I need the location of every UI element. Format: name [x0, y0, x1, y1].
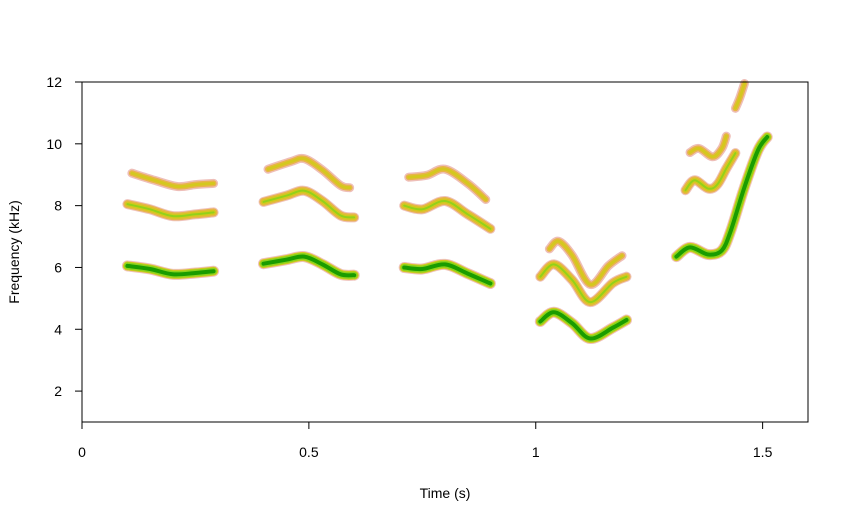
trace-stroke — [130, 171, 216, 189]
harmonic-trace-strong — [534, 306, 632, 344]
trace-stroke — [688, 134, 728, 159]
y-tick-label: 12 — [46, 74, 62, 90]
trace-stroke — [403, 199, 492, 230]
harmonic-traces — [121, 79, 773, 344]
trace-stroke — [684, 152, 737, 192]
x-tick-label: 1 — [532, 444, 540, 460]
trace-stroke — [547, 239, 624, 287]
harmonic-trace-weak — [544, 236, 627, 290]
y-tick-label: 10 — [46, 136, 62, 152]
harmonic-trace-medium — [258, 185, 360, 223]
harmonic-trace-strong — [398, 258, 496, 289]
y-axis: 2 4 6 8 10 12 — [46, 74, 83, 399]
trace-stroke — [126, 203, 215, 218]
y-tick-label: 6 — [54, 259, 62, 275]
harmonic-trace-weak — [730, 79, 749, 113]
trace-stroke — [538, 310, 629, 341]
harmonic-trace-weak — [685, 131, 731, 162]
trace-stroke — [266, 156, 352, 190]
harmonic-trace-strong — [258, 250, 360, 281]
x-tick-label: 1.5 — [753, 444, 773, 460]
y-axis-title: Frequency (kHz) — [6, 200, 22, 303]
y-tick-label: 2 — [54, 383, 62, 399]
trace-stroke — [733, 82, 746, 110]
harmonic-trace-medium — [680, 148, 741, 196]
trace-stroke — [262, 189, 356, 219]
x-tick-label: 0 — [78, 444, 86, 460]
x-tick-label: 0.5 — [299, 444, 319, 460]
trace-stroke — [674, 135, 770, 259]
harmonic-trace-medium — [399, 196, 496, 234]
harmonic-trace-medium — [535, 259, 632, 308]
harmonic-trace-strong — [670, 131, 773, 263]
harmonic-trace-weak — [404, 164, 491, 204]
trace-stroke — [402, 262, 493, 286]
trace-stroke — [125, 263, 216, 277]
x-axis: 0 0.5 1 1.5 — [78, 421, 773, 460]
y-tick-label: 4 — [54, 321, 62, 337]
trace-stroke — [261, 254, 357, 278]
harmonic-trace-weak — [263, 153, 355, 193]
harmonic-trace-strong — [121, 260, 220, 280]
harmonic-trace-medium — [122, 199, 219, 222]
y-tick-label: 8 — [54, 198, 62, 214]
x-axis-title: Time (s) — [420, 485, 471, 501]
trace-stroke — [407, 167, 488, 201]
harmonic-trace-weak — [127, 168, 219, 192]
trace-stroke — [539, 263, 628, 304]
